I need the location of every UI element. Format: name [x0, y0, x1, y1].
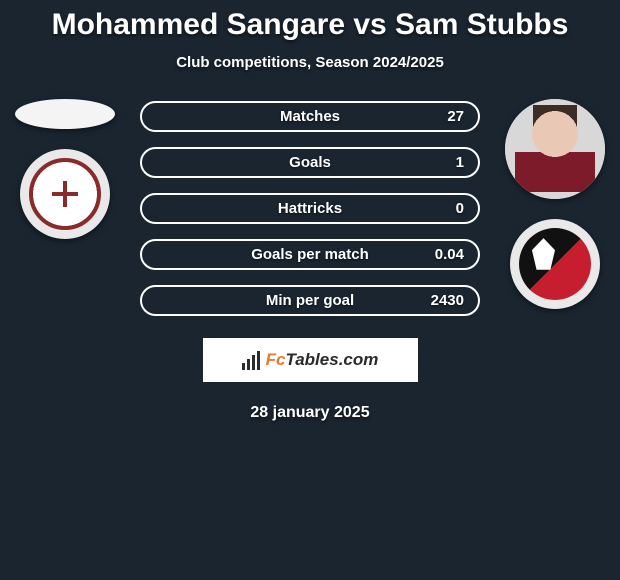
left-player-avatar [15, 99, 115, 129]
left-club-badge [20, 149, 110, 239]
stat-bars: Matches 27 Goals 1 Hattricks 0 Goals per… [140, 101, 480, 316]
branding-text: FcTables.com [266, 350, 379, 370]
right-club-badge [510, 219, 600, 309]
left-player-column [10, 99, 120, 239]
stat-label: Matches [280, 108, 340, 125]
cheltenham-crest-icon [519, 228, 591, 300]
stat-right-value: 0.04 [435, 246, 464, 263]
branding-suffix: Tables.com [285, 350, 378, 369]
stat-right-value: 1 [456, 154, 464, 171]
stat-label: Min per goal [266, 292, 354, 309]
subtitle: Club competitions, Season 2024/2025 [0, 54, 620, 71]
stat-row-hattricks: Hattricks 0 [140, 193, 480, 224]
stat-label: Goals per match [251, 246, 369, 263]
branding-prefix: Fc [266, 350, 286, 369]
player-photo-icon [505, 99, 605, 199]
right-player-avatar [505, 99, 605, 199]
stat-row-matches: Matches 27 [140, 101, 480, 132]
comparison-panel: Matches 27 Goals 1 Hattricks 0 Goals per… [0, 101, 620, 422]
right-player-column [500, 99, 610, 309]
stat-row-goals-per-match: Goals per match 0.04 [140, 239, 480, 270]
stat-right-value: 27 [447, 108, 464, 125]
stat-right-value: 2430 [431, 292, 464, 309]
stat-label: Hattricks [278, 200, 342, 217]
accrington-crest-icon [29, 158, 101, 230]
chart-bars-icon [242, 351, 260, 370]
stat-row-min-per-goal: Min per goal 2430 [140, 285, 480, 316]
stat-row-goals: Goals 1 [140, 147, 480, 178]
branding-box: FcTables.com [203, 338, 418, 382]
page-title: Mohammed Sangare vs Sam Stubbs [0, 0, 620, 42]
stat-label: Goals [289, 154, 331, 171]
date-text: 28 january 2025 [0, 404, 620, 422]
stat-right-value: 0 [456, 200, 464, 217]
